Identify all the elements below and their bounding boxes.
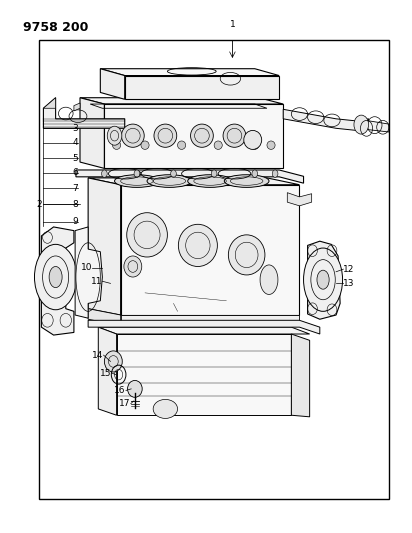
Ellipse shape	[224, 175, 269, 188]
Polygon shape	[88, 320, 320, 334]
Ellipse shape	[252, 170, 258, 177]
Ellipse shape	[35, 244, 77, 310]
Polygon shape	[88, 178, 300, 185]
Ellipse shape	[115, 175, 159, 188]
Ellipse shape	[272, 170, 278, 177]
Polygon shape	[117, 334, 291, 415]
Ellipse shape	[317, 270, 329, 289]
Ellipse shape	[124, 256, 142, 277]
Ellipse shape	[122, 124, 144, 147]
Text: 9758 200: 9758 200	[23, 21, 89, 34]
Polygon shape	[287, 192, 311, 206]
Ellipse shape	[49, 266, 62, 288]
Polygon shape	[80, 98, 283, 104]
Text: 15: 15	[100, 368, 112, 377]
Ellipse shape	[112, 141, 121, 149]
Polygon shape	[43, 98, 56, 108]
Text: 4: 4	[73, 138, 78, 147]
Ellipse shape	[191, 124, 213, 147]
Ellipse shape	[134, 170, 140, 177]
Ellipse shape	[228, 235, 265, 275]
Ellipse shape	[154, 124, 177, 147]
Ellipse shape	[178, 224, 218, 266]
Bar	[40, 39, 389, 498]
Ellipse shape	[251, 141, 259, 149]
Ellipse shape	[101, 170, 107, 177]
Text: 5: 5	[72, 154, 78, 163]
Text: 13: 13	[343, 279, 355, 288]
Polygon shape	[104, 104, 283, 168]
Polygon shape	[121, 185, 300, 315]
Text: 14: 14	[92, 351, 103, 360]
Text: 17: 17	[119, 399, 131, 408]
Ellipse shape	[244, 131, 262, 149]
Ellipse shape	[178, 141, 186, 149]
Text: 10: 10	[81, 263, 92, 272]
Ellipse shape	[188, 175, 232, 188]
Ellipse shape	[104, 351, 122, 372]
Ellipse shape	[260, 265, 278, 294]
Ellipse shape	[147, 175, 192, 188]
Polygon shape	[74, 103, 80, 111]
Text: 3: 3	[72, 124, 78, 133]
Ellipse shape	[214, 141, 222, 149]
Ellipse shape	[304, 248, 342, 311]
Text: 8: 8	[72, 200, 78, 209]
Ellipse shape	[128, 381, 142, 397]
Text: 16: 16	[115, 386, 126, 395]
Polygon shape	[76, 170, 304, 183]
Ellipse shape	[171, 170, 176, 177]
Polygon shape	[121, 315, 300, 326]
Text: 7: 7	[72, 184, 78, 193]
Polygon shape	[80, 98, 104, 168]
Polygon shape	[88, 309, 121, 326]
Text: 12: 12	[343, 265, 355, 273]
Polygon shape	[88, 178, 121, 315]
Ellipse shape	[354, 115, 369, 134]
Text: 2: 2	[37, 200, 42, 209]
Polygon shape	[41, 227, 74, 335]
Polygon shape	[98, 327, 310, 334]
Polygon shape	[125, 76, 279, 99]
Ellipse shape	[267, 141, 275, 149]
Polygon shape	[101, 69, 279, 76]
Ellipse shape	[223, 124, 246, 147]
Text: 11: 11	[91, 277, 102, 286]
Polygon shape	[308, 241, 340, 319]
Polygon shape	[356, 119, 389, 132]
Text: 1: 1	[229, 20, 235, 29]
Polygon shape	[75, 227, 102, 318]
Polygon shape	[98, 327, 117, 415]
Ellipse shape	[107, 126, 122, 145]
Text: 9: 9	[72, 217, 78, 226]
Polygon shape	[43, 98, 125, 128]
Text: 6: 6	[72, 168, 78, 177]
Ellipse shape	[127, 213, 167, 257]
Ellipse shape	[153, 399, 178, 418]
Polygon shape	[101, 69, 125, 99]
Polygon shape	[283, 109, 369, 131]
Ellipse shape	[211, 170, 217, 177]
Ellipse shape	[141, 141, 149, 149]
Polygon shape	[291, 334, 310, 417]
